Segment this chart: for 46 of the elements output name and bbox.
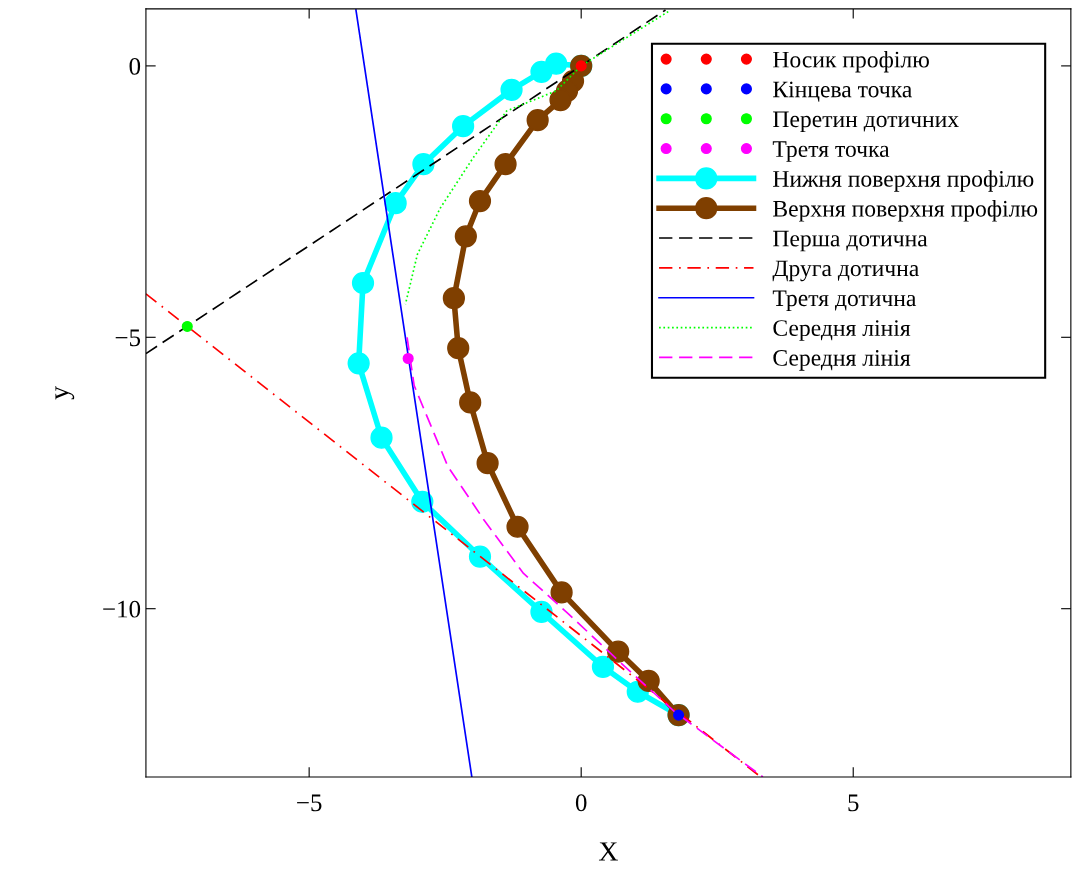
legend-label: Кінцева точка — [773, 81, 912, 102]
legend-label: Середня лінія — [773, 320, 911, 341]
point — [459, 391, 482, 414]
legend-label: Третя точка — [772, 141, 890, 162]
legend-label: Третя дотична — [772, 290, 917, 312]
point — [607, 640, 630, 663]
point — [550, 581, 573, 604]
point — [468, 545, 492, 568]
legend-label: Верхня поверхня профілю — [773, 200, 1038, 222]
point — [526, 109, 549, 132]
legend-label: Нижня поверхня профілю — [773, 170, 1034, 192]
point — [549, 88, 572, 112]
y-tick-label: −5 — [115, 329, 141, 347]
legend-label: Друга дотична — [772, 260, 919, 282]
legend-label: Перетин дотичних — [773, 111, 959, 133]
point — [591, 655, 615, 678]
point — [370, 426, 393, 449]
point — [476, 452, 499, 475]
point — [500, 78, 523, 101]
legend-label: Перша дотична — [773, 230, 928, 252]
point — [637, 669, 660, 693]
point — [468, 189, 492, 213]
point — [530, 60, 553, 83]
legend-label: Середня лінія — [773, 349, 911, 371]
point — [402, 352, 414, 365]
point — [384, 192, 407, 215]
point — [506, 515, 529, 538]
legend-label: Носик профілю — [773, 50, 929, 73]
y-tick-label: −10 — [103, 600, 141, 618]
point — [494, 153, 517, 176]
x-tick-label: 5 — [848, 794, 859, 812]
point — [412, 153, 435, 176]
point — [447, 337, 470, 360]
point — [452, 115, 475, 138]
point — [181, 320, 193, 332]
point — [530, 600, 553, 624]
point — [351, 271, 375, 295]
x-tick-label: −5 — [297, 794, 322, 812]
point — [454, 225, 477, 248]
x-axis-title: X — [598, 842, 618, 861]
line-series — [406, 336, 764, 777]
x-tick-label: 0 — [575, 794, 587, 812]
point — [347, 352, 370, 375]
point — [442, 287, 465, 310]
y-axis-title: y — [55, 386, 75, 400]
y-tick-label: 0 — [129, 57, 141, 75]
